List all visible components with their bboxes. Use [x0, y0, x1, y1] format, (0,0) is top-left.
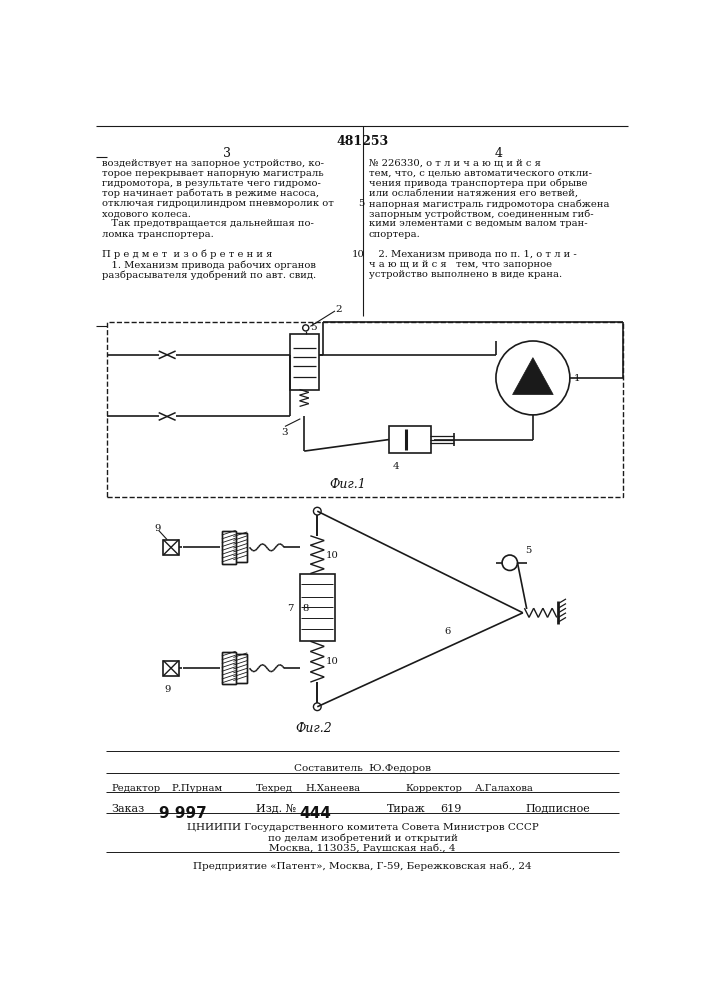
- Text: Н.Ханеева: Н.Ханеева: [305, 784, 361, 793]
- Text: 9: 9: [154, 524, 160, 533]
- Text: по делам изобретений и открытий: по делам изобретений и открытий: [268, 833, 457, 843]
- Circle shape: [502, 555, 518, 570]
- Bar: [163, 540, 179, 555]
- Text: 5: 5: [525, 546, 532, 555]
- Text: 7: 7: [287, 604, 293, 613]
- Bar: [222, 652, 235, 684]
- Text: 2: 2: [335, 305, 341, 314]
- Text: Предприятие «Патент», Москва, Г-59, Бережковская наб., 24: Предприятие «Патент», Москва, Г-59, Бере…: [194, 862, 532, 871]
- Text: Р.Пурнам: Р.Пурнам: [171, 784, 222, 793]
- Text: П р е д м е т  и з о б р е т е н и я: П р е д м е т и з о б р е т е н и я: [102, 250, 272, 259]
- Bar: [222, 531, 235, 564]
- Bar: [300, 574, 335, 641]
- Bar: [163, 661, 179, 676]
- Text: 1: 1: [573, 374, 580, 383]
- Text: 6: 6: [444, 627, 450, 636]
- Text: торое перекрывает напорную магистраль: торое перекрывает напорную магистраль: [102, 169, 323, 178]
- Text: Корректор: Корректор: [406, 784, 462, 793]
- Polygon shape: [513, 358, 553, 395]
- Text: 481253: 481253: [337, 135, 389, 148]
- Text: гидромотора, в результате чего гидромо-: гидромотора, в результате чего гидромо-: [102, 179, 320, 188]
- Text: кими элементами с ведомым валом тран-: кими элементами с ведомым валом тран-: [369, 219, 588, 228]
- Text: устройство выполнено в виде крана.: устройство выполнено в виде крана.: [369, 270, 562, 279]
- Text: чения привода транспортера при обрыве: чения привода транспортера при обрыве: [369, 179, 588, 188]
- Text: 2. Механизм привода по п. 1, о т л и -: 2. Механизм привода по п. 1, о т л и -: [369, 250, 577, 259]
- Text: А.Галахова: А.Галахова: [475, 784, 534, 793]
- Bar: [233, 654, 247, 683]
- Text: 10: 10: [352, 250, 365, 259]
- Bar: [389, 426, 431, 453]
- Bar: [233, 533, 247, 562]
- Text: 3: 3: [223, 147, 231, 160]
- Text: № 226330, о т л и ч а ю щ и й с я: № 226330, о т л и ч а ю щ и й с я: [369, 158, 541, 167]
- Text: Тираж: Тираж: [387, 804, 426, 814]
- Text: запорным устройством, соединенным гиб-: запорным устройством, соединенным гиб-: [369, 209, 593, 219]
- Text: Редактор: Редактор: [112, 784, 160, 793]
- Text: Москва, 113035, Раушская наб., 4: Москва, 113035, Раушская наб., 4: [269, 843, 456, 853]
- Text: отключая гидроцилиндром пневморолик от: отключая гидроцилиндром пневморолик от: [102, 199, 334, 208]
- Text: 1. Механизм привода рабочих органов: 1. Механизм привода рабочих органов: [102, 260, 315, 270]
- Text: тор начинает работать в режиме насоса,: тор начинает работать в режиме насоса,: [102, 189, 319, 198]
- Text: 444: 444: [300, 806, 332, 821]
- Text: ч а ю щ и й с я   тем, что запорное: ч а ю щ и й с я тем, что запорное: [369, 260, 552, 269]
- Circle shape: [313, 703, 321, 711]
- Text: 4: 4: [393, 462, 399, 471]
- Text: 9 997: 9 997: [160, 806, 207, 821]
- Text: напорная магистраль гидромотора снабжена: напорная магистраль гидромотора снабжена: [369, 199, 609, 209]
- Bar: [233, 654, 247, 683]
- Text: ходового колеса.: ходового колеса.: [102, 209, 191, 218]
- Text: Фиг.1: Фиг.1: [329, 478, 366, 491]
- Text: Изд. №: Изд. №: [256, 804, 296, 814]
- Bar: [222, 652, 235, 684]
- Text: 4: 4: [494, 147, 502, 160]
- Text: Составитель  Ю.Федоров: Составитель Ю.Федоров: [294, 764, 431, 773]
- Bar: [222, 531, 235, 564]
- Text: ЦНИИПИ Государственного комитета Совета Министров СССР: ЦНИИПИ Государственного комитета Совета …: [187, 823, 539, 832]
- Text: 9: 9: [165, 685, 171, 694]
- Text: разбрасывателя удобрений по авт. свид.: разбрасывателя удобрений по авт. свид.: [102, 270, 316, 280]
- Text: Техред: Техред: [256, 784, 293, 793]
- Text: 5: 5: [310, 323, 317, 332]
- Text: Фиг.2: Фиг.2: [295, 722, 332, 735]
- Text: 10: 10: [326, 657, 339, 666]
- Text: 3: 3: [281, 428, 288, 437]
- Text: Так предотвращается дальнейшая по-: Так предотвращается дальнейшая по-: [102, 219, 314, 228]
- Text: Заказ: Заказ: [112, 804, 145, 814]
- Text: тем, что, с целью автоматического откли-: тем, что, с целью автоматического откли-: [369, 169, 592, 178]
- Text: спортера.: спортера.: [369, 230, 421, 239]
- Text: 10: 10: [326, 551, 339, 560]
- Bar: [233, 533, 247, 562]
- Text: Подписное: Подписное: [525, 804, 590, 814]
- Bar: [290, 334, 319, 389]
- Text: 5: 5: [358, 199, 365, 208]
- Text: 8: 8: [303, 604, 309, 613]
- Text: ломка транспортера.: ломка транспортера.: [102, 230, 214, 239]
- Text: воздействует на запорное устройство, ко-: воздействует на запорное устройство, ко-: [102, 158, 324, 167]
- Circle shape: [303, 325, 309, 331]
- Circle shape: [313, 507, 321, 515]
- Bar: [107, 322, 623, 497]
- Circle shape: [496, 341, 570, 415]
- Text: 619: 619: [440, 804, 462, 814]
- Text: или ослаблении натяжения его ветвей,: или ослаблении натяжения его ветвей,: [369, 189, 578, 198]
